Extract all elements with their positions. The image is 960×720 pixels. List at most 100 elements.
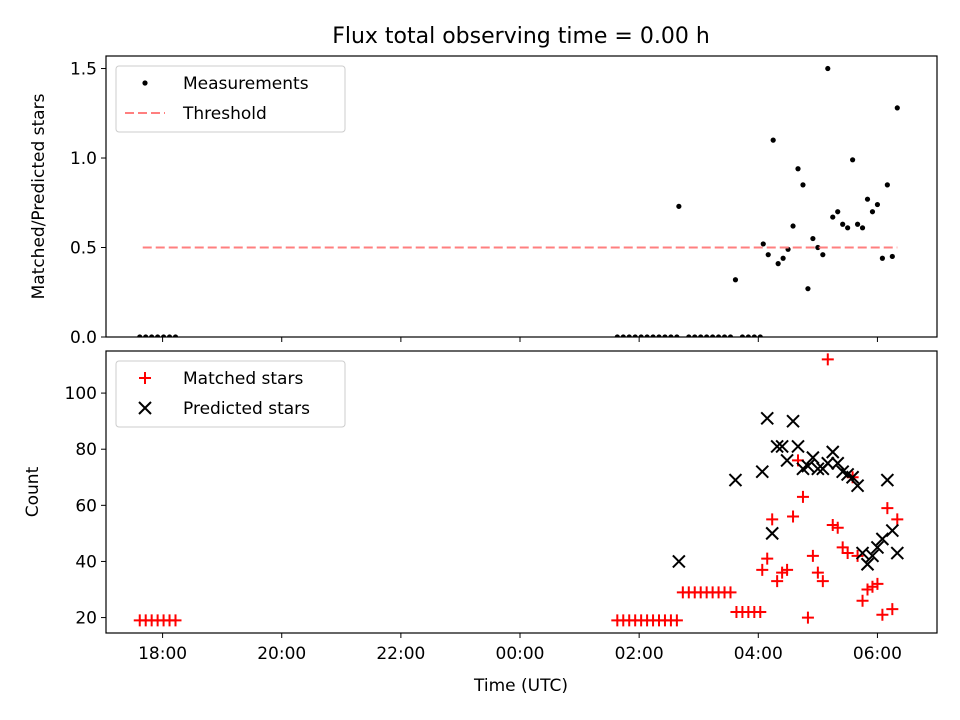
data-point	[856, 594, 869, 607]
legend-label: Threshold	[182, 104, 267, 124]
data-point	[841, 547, 854, 560]
data-point	[874, 201, 881, 208]
y-tick-label: 0.5	[70, 239, 97, 259]
data-point	[815, 244, 821, 251]
data-point	[787, 510, 800, 523]
data-point	[775, 439, 789, 454]
y-tick-label: 20	[75, 609, 97, 629]
data-point	[745, 334, 751, 337]
data-point	[650, 334, 656, 337]
data-point	[796, 490, 809, 503]
data-point	[739, 334, 746, 337]
x-tick-label: 02:00	[615, 644, 664, 664]
data-point	[169, 614, 182, 627]
data-point	[760, 411, 774, 426]
data-point	[765, 526, 779, 541]
legend-label: Measurements	[183, 74, 309, 94]
data-point	[770, 439, 784, 454]
data-point	[845, 470, 860, 484]
data-point	[781, 563, 794, 576]
data-point	[801, 459, 815, 473]
x-tick-label: 06:00	[853, 644, 902, 664]
axes-frame	[105, 350, 938, 634]
data-point	[166, 334, 173, 337]
data-point	[766, 513, 779, 526]
y-tick-label: 100	[65, 384, 97, 404]
data-point	[821, 353, 834, 366]
data-point	[884, 182, 890, 188]
data-point	[620, 334, 626, 337]
data-point	[757, 334, 763, 337]
data-point	[801, 611, 814, 624]
data-point	[795, 166, 801, 172]
data-point	[770, 137, 776, 143]
data-point	[894, 105, 900, 111]
data-point	[835, 209, 841, 215]
data-point	[875, 532, 890, 546]
data-point	[886, 603, 899, 616]
data-point	[891, 513, 904, 526]
data-point	[806, 549, 819, 562]
axes-frame	[105, 55, 938, 338]
data-point	[845, 225, 851, 231]
data-point	[805, 286, 811, 292]
data-point	[885, 523, 900, 538]
plot-area	[133, 353, 904, 627]
data-point	[851, 549, 864, 562]
data-point	[656, 334, 662, 337]
legend: Matched stars Predicted stars	[115, 360, 346, 428]
y-axis-label: Count	[23, 466, 43, 517]
data-point	[831, 521, 844, 534]
data-point	[727, 334, 734, 337]
series-measurements	[137, 65, 900, 337]
data-point	[751, 334, 757, 337]
x-axis-label: Time (UTC)	[473, 676, 568, 696]
data-point	[761, 552, 774, 565]
data-point	[632, 334, 638, 337]
data-point	[869, 209, 876, 215]
y-tick-label: 80	[75, 440, 97, 460]
data-point	[775, 261, 781, 267]
data-point	[137, 334, 143, 337]
data-point	[755, 464, 769, 479]
data-point	[670, 614, 683, 627]
series-matched-stars	[133, 353, 904, 627]
data-point	[614, 334, 620, 337]
data-point	[791, 439, 805, 454]
data-point	[826, 445, 840, 459]
data-point	[816, 575, 829, 588]
data-point	[790, 223, 796, 229]
plot-area	[137, 65, 900, 337]
data-point	[704, 334, 710, 337]
data-point	[715, 334, 722, 337]
data-point	[662, 334, 668, 337]
data-point	[674, 334, 680, 337]
data-point	[710, 334, 716, 337]
data-point	[879, 255, 885, 261]
data-point	[855, 546, 870, 560]
data-point	[786, 414, 800, 428]
data-point	[149, 334, 155, 337]
data-point	[889, 253, 895, 260]
data-point	[780, 255, 786, 261]
data-point	[800, 182, 806, 188]
data-point	[830, 214, 836, 220]
data-point	[821, 456, 835, 470]
data-point	[728, 473, 743, 487]
y-tick-label: 0.0	[70, 328, 97, 348]
x-tick-label: 00:00	[496, 644, 545, 664]
data-point	[811, 566, 824, 579]
data-point	[765, 252, 771, 258]
data-point	[860, 557, 875, 571]
data-point	[831, 456, 845, 470]
data-point	[850, 478, 865, 493]
legend-dot-swatch	[142, 80, 148, 86]
data-point	[732, 277, 739, 283]
panel-1: 0.0 0.5 1.0 1.5 Matched/Predicted stars Measu…	[29, 55, 938, 348]
data-point	[880, 473, 895, 487]
y-tick-label: 1.0	[70, 149, 97, 169]
data-point	[890, 546, 904, 560]
data-point	[871, 577, 884, 590]
data-point	[644, 334, 650, 337]
data-point	[160, 334, 167, 337]
